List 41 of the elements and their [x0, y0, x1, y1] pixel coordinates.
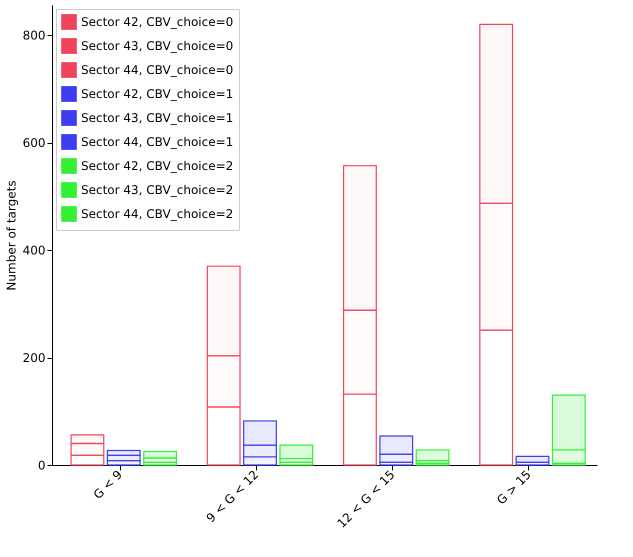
legend-label: Sector 42, CBV_choice=0	[81, 15, 234, 29]
legend-label: Sector 42, CBV_choice=2	[81, 159, 234, 173]
bar	[70, 434, 104, 444]
bar	[70, 454, 104, 466]
bar	[70, 442, 104, 456]
legend-label: Sector 43, CBV_choice=0	[81, 39, 234, 53]
x-tick-label: 12 < G < 15	[334, 468, 398, 531]
legend-label: Sector 44, CBV_choice=1	[81, 135, 234, 149]
bar	[342, 165, 377, 311]
bar	[552, 394, 586, 451]
y-tick-label: 200	[22, 351, 46, 366]
bar	[279, 444, 314, 460]
bar	[479, 24, 514, 204]
bar	[379, 435, 414, 455]
legend-label: Sector 44, CBV_choice=0	[81, 63, 234, 77]
bar	[243, 444, 277, 458]
legend-label: Sector 43, CBV_choice=1	[81, 111, 234, 125]
bar	[206, 355, 241, 408]
x-tick-label: 9 < G < 12	[204, 468, 262, 526]
bar	[206, 406, 241, 466]
bar	[143, 450, 178, 459]
bar	[516, 456, 550, 463]
bar	[342, 393, 377, 466]
legend-label: Sector 42, CBV_choice=1	[81, 87, 234, 101]
legend-label: Sector 43, CBV_choice=2	[81, 183, 234, 197]
bar	[479, 330, 514, 466]
y-tick-label: 600	[22, 136, 46, 150]
y-tick-label: 400	[22, 244, 46, 258]
y-axis-title: Number of targets	[4, 180, 19, 291]
bar	[206, 266, 241, 357]
x-tick-label: G < 9	[90, 468, 126, 502]
bar	[416, 449, 450, 462]
y-tick-label: 0	[38, 458, 46, 472]
bar	[479, 202, 514, 331]
bar	[106, 450, 141, 456]
bar	[243, 420, 277, 446]
bar	[342, 310, 377, 395]
x-tick-label: G > 15	[494, 468, 534, 508]
y-tick-label: 800	[22, 28, 46, 43]
bar	[552, 449, 586, 464]
legend-label: Sector 44, CBV_choice=2	[81, 207, 234, 221]
